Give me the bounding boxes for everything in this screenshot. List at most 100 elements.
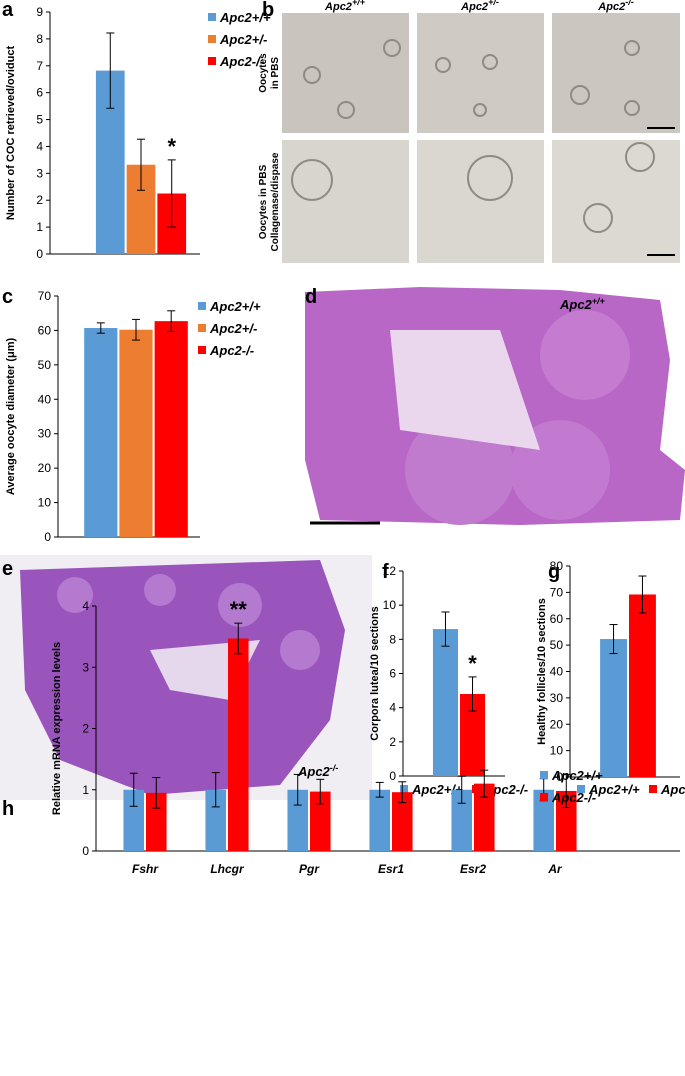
- panel-label: h: [2, 798, 14, 820]
- y-tick-label: 10: [550, 744, 564, 758]
- y-tick-label: 2: [389, 735, 396, 749]
- y-tick-label: 2: [36, 193, 43, 207]
- bar: [600, 639, 627, 777]
- y-tick-label: 1: [36, 220, 43, 234]
- legend-swatch: [198, 346, 206, 354]
- legend-label: Apc2-/-: [660, 782, 685, 797]
- y-tick-label: 4: [389, 701, 396, 715]
- label-sup: +/+: [352, 0, 366, 7]
- row-label: Oocytes: [258, 53, 269, 93]
- bar: [369, 789, 390, 851]
- bar: [287, 789, 308, 851]
- y-tick-label: 10: [383, 598, 397, 612]
- y-tick-label: 6: [36, 86, 43, 100]
- panel-label: g: [548, 561, 560, 583]
- y-tick-label: 0: [556, 770, 563, 784]
- y-tick-label: 0: [389, 769, 396, 783]
- y-tick-label: 4: [36, 139, 43, 153]
- y-axis-label: Healthy follicles/10 sections: [536, 598, 548, 745]
- micrograph: [552, 140, 680, 263]
- y-tick-label: 0: [44, 530, 51, 544]
- legend-swatch: [540, 793, 548, 801]
- legend-label: Apc2+/+: [588, 782, 640, 797]
- legend-swatch: [208, 13, 216, 21]
- histology-e: [0, 555, 372, 800]
- legend-swatch: [208, 35, 216, 43]
- micrograph: [282, 13, 409, 133]
- bar: [533, 789, 554, 851]
- panel-label: c: [2, 286, 13, 308]
- y-tick-label: 5: [36, 113, 43, 127]
- bar: [84, 328, 118, 537]
- panel-label: a: [2, 0, 14, 21]
- y-tick-label: 8: [36, 32, 43, 46]
- panel-label: e: [2, 558, 13, 580]
- annotation: *: [468, 651, 477, 676]
- legend-label: Apc2+/+: [209, 299, 261, 314]
- micrograph: [417, 13, 544, 133]
- legend-swatch: [649, 785, 657, 793]
- bar: [392, 792, 413, 851]
- y-tick-label: 12: [383, 564, 397, 578]
- row-label: Collagenase/dispase: [270, 152, 281, 251]
- bar: [474, 783, 495, 851]
- y-tick-label: 20: [38, 461, 52, 475]
- legend-label: Apc2+/-: [219, 32, 267, 47]
- y-tick-label: 80: [550, 559, 564, 573]
- bar: [556, 790, 577, 851]
- micrograph: [417, 140, 544, 263]
- annotation: *: [167, 134, 176, 159]
- x-tick-label: Fshr: [132, 862, 159, 876]
- y-tick-label: 0: [82, 844, 89, 858]
- legend-swatch: [208, 57, 216, 65]
- y-tick-label: 1: [82, 783, 89, 797]
- y-tick-label: 3: [82, 660, 89, 674]
- panel-label: b: [262, 0, 274, 21]
- annotation: **: [230, 597, 248, 622]
- legend-label: Apc2+/-: [209, 321, 257, 336]
- label-base: Apc2: [324, 1, 352, 13]
- legend-label: Apc2-/-: [219, 54, 264, 69]
- row-label: in PBS: [270, 57, 281, 90]
- legend-label: Apc2+/+: [551, 768, 603, 783]
- row-label: Oocytes in PBS: [258, 164, 269, 239]
- y-tick-label: 70: [38, 289, 52, 303]
- y-tick-label: 60: [550, 612, 564, 626]
- y-axis-label: Average oocyte diameter (μm): [5, 338, 17, 496]
- y-tick-label: 8: [389, 632, 396, 646]
- image-label: Apc2-/-: [297, 763, 338, 779]
- legend-label: Apc2+/+: [219, 10, 271, 25]
- bar: [310, 791, 331, 851]
- bar: [119, 329, 153, 537]
- y-tick-label: 4: [82, 599, 89, 613]
- x-tick-label: Esr2: [460, 862, 486, 876]
- y-tick-label: 30: [38, 427, 52, 441]
- label-base: Apc2: [460, 1, 488, 13]
- bar: [432, 629, 458, 776]
- x-tick-label: Esr1: [378, 862, 404, 876]
- y-axis-label: Number of COC retrieved/oviduct: [5, 46, 17, 221]
- legend-swatch: [198, 324, 206, 332]
- histology-d: [305, 287, 685, 525]
- oocytes: [291, 39, 655, 233]
- y-tick-label: 2: [82, 722, 89, 736]
- micrograph: [282, 140, 409, 263]
- bar: [205, 789, 226, 851]
- y-tick-label: 0: [36, 247, 43, 261]
- bar: [123, 789, 144, 851]
- label-sup: +/+: [592, 296, 606, 306]
- y-tick-label: 3: [36, 166, 43, 180]
- bar: [228, 638, 249, 851]
- panel-label: d: [305, 286, 317, 308]
- image-label: Apc2+/+: [559, 296, 606, 312]
- legend-swatch: [198, 302, 206, 310]
- bar: [451, 789, 472, 851]
- legend-swatch: [540, 771, 548, 779]
- y-tick-label: 6: [389, 667, 396, 681]
- x-tick-label: Pgr: [299, 862, 320, 876]
- legend-label: Apc2+/+: [411, 782, 463, 797]
- image-label: Apc2+/+: [324, 0, 366, 13]
- micrograph: [552, 13, 680, 133]
- label-sup: -/-: [625, 0, 634, 7]
- label-base: Apc2: [297, 764, 331, 779]
